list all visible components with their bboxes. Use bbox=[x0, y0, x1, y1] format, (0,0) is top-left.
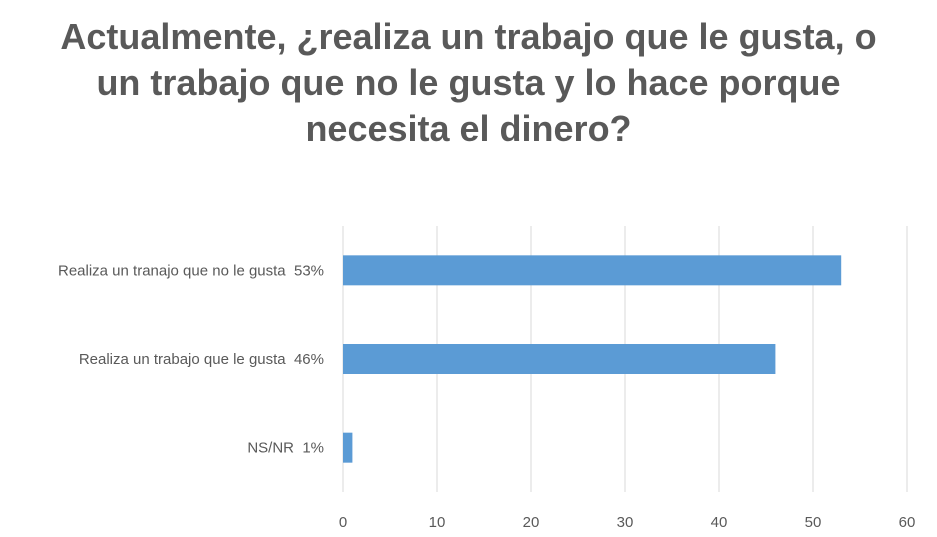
x-tick-label: 30 bbox=[617, 514, 634, 531]
bar bbox=[343, 255, 842, 286]
bars bbox=[343, 255, 842, 463]
x-tick-labels: 0 10 20 30 40 50 60 bbox=[339, 514, 916, 531]
category-labels: Realiza un tranajo que no le gusta 53% Re… bbox=[58, 262, 324, 456]
chart-title: Actualmente, ¿realiza un trabajo que le … bbox=[60, 16, 877, 149]
bar bbox=[343, 344, 776, 374]
bar bbox=[343, 432, 353, 463]
x-tick-label: 40 bbox=[711, 514, 728, 531]
x-tick-label: 20 bbox=[523, 514, 540, 531]
category-label: NS/NR 1% bbox=[247, 440, 324, 457]
category-label: Realiza un tranajo que no le gusta 53% bbox=[58, 262, 324, 279]
x-tick-label: 60 bbox=[899, 514, 916, 531]
category-label: Realiza un trabajo que le gusta 46% bbox=[79, 351, 324, 368]
x-tick-label: 50 bbox=[805, 514, 822, 531]
x-tick-label: 0 bbox=[339, 514, 347, 531]
x-tick-label: 10 bbox=[429, 514, 446, 531]
